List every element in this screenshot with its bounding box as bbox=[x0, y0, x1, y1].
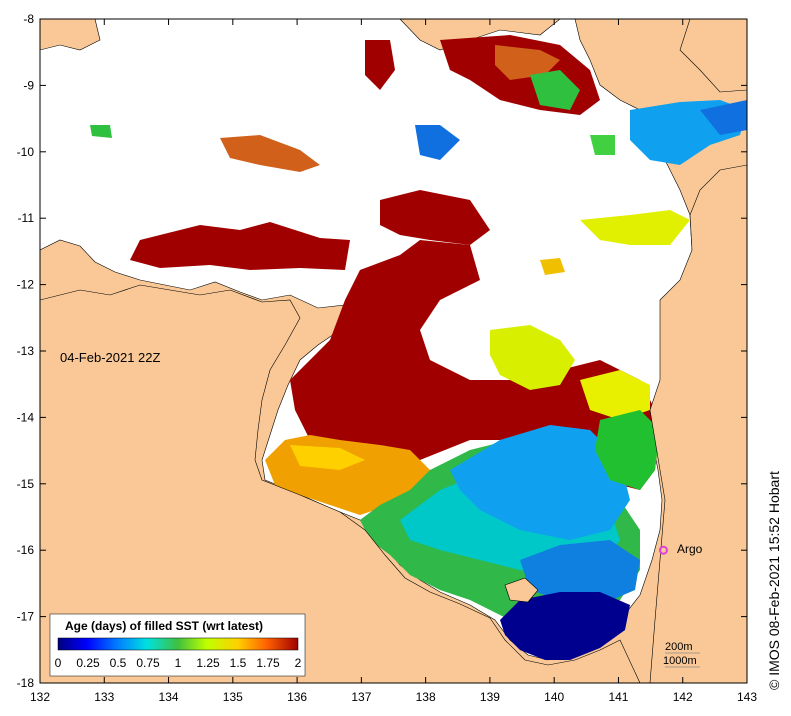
y-tick-label: -9 bbox=[23, 78, 34, 92]
colorbar-tick-label: 1 bbox=[175, 656, 182, 670]
x-tick-label: 139 bbox=[480, 690, 500, 704]
x-tick-label: 136 bbox=[287, 690, 307, 704]
timestamp-label: 04-Feb-2021 22Z bbox=[60, 350, 161, 365]
colorbar bbox=[57, 637, 299, 651]
x-tick-label: 138 bbox=[416, 690, 436, 704]
colorbar-tick-label: 1.25 bbox=[196, 656, 220, 670]
x-axis: 132 133 134 135 136 137 138 139 140 141 142 143 bbox=[30, 19, 757, 704]
colorbar-tick-label: 1.5 bbox=[230, 656, 247, 670]
contour-200m: 200m bbox=[665, 641, 693, 653]
y-axis: -8 -9 -10 -11 -12 -13 -14 -15 -16 -17 -18 bbox=[17, 12, 747, 690]
x-tick-label: 143 bbox=[737, 690, 757, 704]
contour-1000m: 1000m bbox=[663, 655, 697, 667]
cape-york-land bbox=[649, 164, 747, 683]
argo-marker[interactable]: Argo bbox=[658, 542, 703, 556]
top-end-land bbox=[40, 284, 641, 683]
argo-icon[interactable] bbox=[658, 545, 668, 555]
y-tick-label: -10 bbox=[17, 145, 35, 159]
y-tick-label: -18 bbox=[17, 676, 35, 690]
x-tick-label: 141 bbox=[608, 690, 628, 704]
argo-label: Argo bbox=[677, 542, 703, 556]
y-tick-label: -14 bbox=[17, 410, 35, 424]
x-tick-label: 132 bbox=[30, 690, 50, 704]
colorbar-tick-label: 0.5 bbox=[110, 656, 127, 670]
y-tick-label: -13 bbox=[17, 344, 35, 358]
y-tick-label: -17 bbox=[17, 610, 35, 624]
x-tick-label: 135 bbox=[223, 690, 243, 704]
colorbar-tick-label: 2 bbox=[295, 656, 302, 670]
colorbar-tick-label: 0.25 bbox=[76, 656, 100, 670]
y-tick-label: -12 bbox=[17, 278, 35, 292]
legend-title: Age (days) of filled SST (wrt latest) bbox=[65, 619, 263, 633]
y-tick-label: -15 bbox=[17, 477, 35, 491]
x-tick-label: 137 bbox=[351, 690, 371, 704]
x-tick-label: 142 bbox=[673, 690, 693, 704]
y-tick-label: -11 bbox=[18, 211, 35, 225]
colorbar-tick-label: 0.75 bbox=[136, 656, 160, 670]
credit-text: © IMOS 08-Feb-2021 15:52 Hobart bbox=[766, 471, 782, 690]
sst-data bbox=[90, 35, 747, 660]
y-tick-label: -16 bbox=[17, 543, 35, 557]
x-tick-label: 140 bbox=[544, 690, 564, 704]
colorbar-tick-label: 1.75 bbox=[256, 656, 280, 670]
depth-contour-key: 200m 1000m bbox=[663, 641, 700, 668]
x-tick-label: 133 bbox=[94, 690, 114, 704]
island bbox=[504, 577, 539, 603]
y-tick-label: -8 bbox=[23, 12, 34, 26]
colorbar-tick-label: 0 bbox=[55, 656, 62, 670]
x-tick-label: 134 bbox=[159, 690, 179, 704]
